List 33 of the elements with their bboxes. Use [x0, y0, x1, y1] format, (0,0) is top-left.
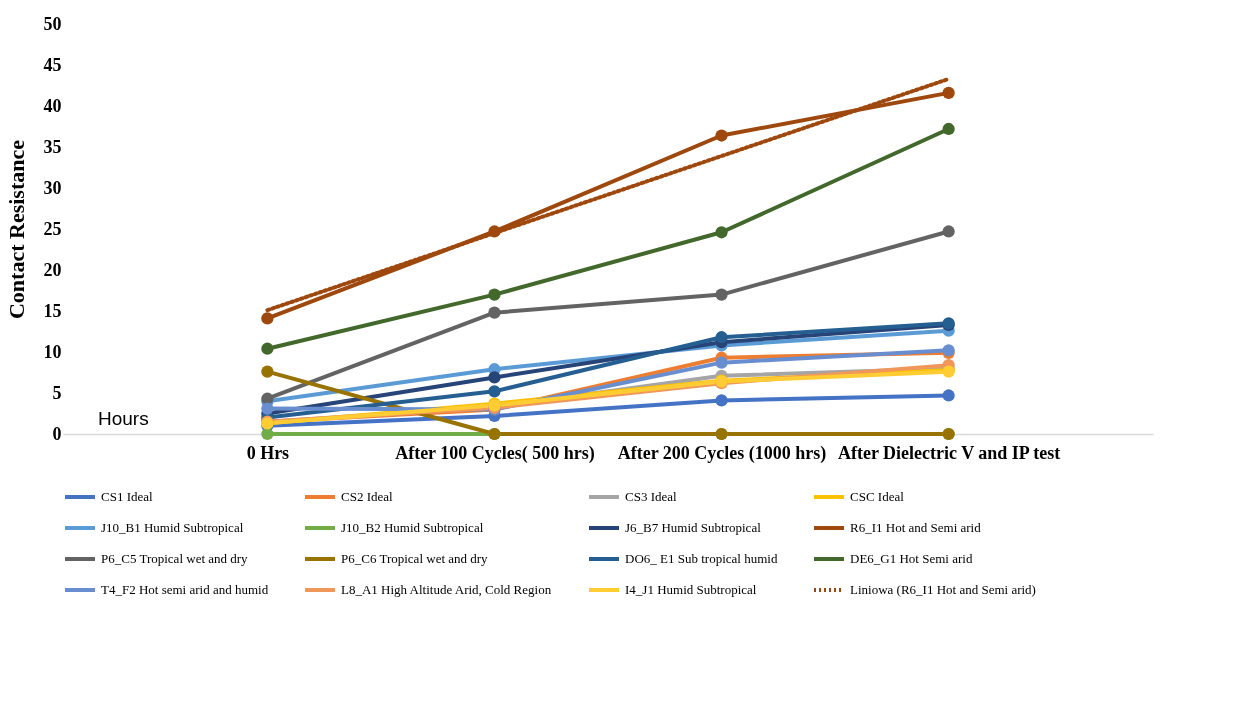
- legend-label: CS2 Ideal: [341, 489, 394, 504]
- legend-label: DO6_ E1 Sub tropical humid: [625, 551, 778, 566]
- legend-label: R6_I1 Hot and Semi arid: [850, 520, 982, 535]
- legend-label: J6_B7 Humid Subtropical: [625, 520, 762, 535]
- legend-label: P6_C6 Tropical wet and dry: [341, 551, 489, 566]
- x-tick-label: After Dielectric V and IP test: [837, 442, 1061, 463]
- y-tick-label: 30: [43, 177, 62, 198]
- legend-label: CS3 Ideal: [625, 489, 678, 504]
- y-tick-label: 5: [52, 382, 62, 403]
- y-tick-label: 50: [43, 13, 62, 34]
- legend-label: DE6_G1 Hot Semi arid: [850, 551, 973, 566]
- legend-label: CSC Ideal: [850, 489, 905, 504]
- y-tick-label: 45: [43, 54, 62, 75]
- y-tick-label: 35: [43, 136, 62, 157]
- legend-label: Liniowa (R6_I1 Hot and Semi arid): [850, 582, 1036, 597]
- y-tick-label: 10: [43, 341, 62, 362]
- legend-label: P6_C5 Tropical wet and dry: [101, 551, 249, 566]
- legend-label: L8_A1 High Altitude Arid, Cold Region: [341, 582, 552, 597]
- legend-label: I4_J1 Humid Subtropical: [625, 582, 757, 597]
- y-tick-label: 20: [43, 259, 62, 280]
- y-axis-title: Contact Resistance: [3, 139, 29, 320]
- y-tick-label: 25: [43, 218, 62, 239]
- legend-label: T4_F2 Hot semi arid and humid: [101, 582, 269, 597]
- legend-label: CS1 Ideal: [101, 489, 154, 504]
- y-tick-label: 15: [43, 300, 62, 321]
- x-axis-title: Hours: [98, 408, 149, 429]
- legend-label: J10_B1 Humid Subtropical: [101, 520, 244, 535]
- y-tick-label: 0: [52, 423, 62, 444]
- legend-label: J10_B2 Humid Subtropical: [341, 520, 484, 535]
- x-tick-label: 0 Hrs: [246, 442, 290, 463]
- x-tick-label: After 200 Cycles (1000 hrs): [617, 442, 827, 464]
- x-tick-label: After 100 Cycles( 500 hrs): [395, 442, 595, 464]
- y-tick-label: 40: [43, 95, 62, 116]
